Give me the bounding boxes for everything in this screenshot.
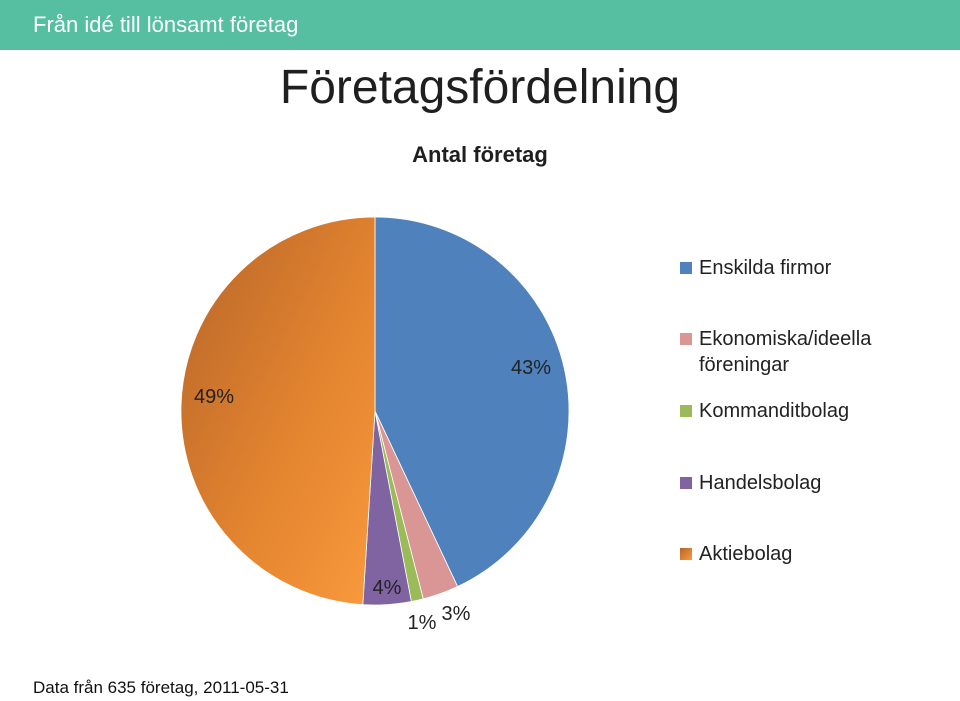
legend-label: Handelsbolag xyxy=(699,472,822,494)
legend-item-ekonomiska-foreningar: Ekonomiska/ideella föreningar xyxy=(680,326,900,378)
slide-title: Företagsfördelning xyxy=(279,61,681,114)
title-banner: Från idé till lönsamt företag xyxy=(0,0,960,50)
data-label-aktiebolag: 49% xyxy=(194,386,234,408)
legend-label: Kommanditbolag xyxy=(699,400,850,422)
data-label-handelsbolag: 4% xyxy=(373,577,402,599)
legend-swatch xyxy=(680,262,692,274)
legend-item-handelsbolag: Handelsbolag xyxy=(680,470,821,496)
legend-item-kommanditbolag: Kommanditbolag xyxy=(680,398,849,424)
legend-swatch xyxy=(680,405,692,417)
legend-item-enskilda-firmor: Enskilda firmor xyxy=(680,255,831,281)
data-label-ekonomiska-ideella-f-reningar: 3% xyxy=(442,603,471,625)
legend-label: Enskilda firmor xyxy=(699,257,832,279)
data-label-enskilda-firmor: 43% xyxy=(511,357,551,379)
legend-swatch xyxy=(680,548,692,560)
legend-label: Aktiebolag xyxy=(699,543,793,565)
legend-swatch xyxy=(680,333,692,345)
legend-swatch xyxy=(680,477,692,489)
legend-item-aktiebolag: Aktiebolag xyxy=(680,541,792,567)
pie-slice-aktiebolag xyxy=(180,216,376,606)
banner-title: Från idé till lönsamt företag xyxy=(33,12,299,37)
chart-title: Antal företag xyxy=(412,142,548,167)
pie-slice-enskilda-firmor xyxy=(374,216,570,588)
data-label-kommanditbolag: 1% xyxy=(408,612,437,634)
data-source-note: Data från 635 företag, 2011-05-31 xyxy=(33,678,289,697)
legend-label: Ekonomiska/ideella föreningar xyxy=(699,328,872,376)
